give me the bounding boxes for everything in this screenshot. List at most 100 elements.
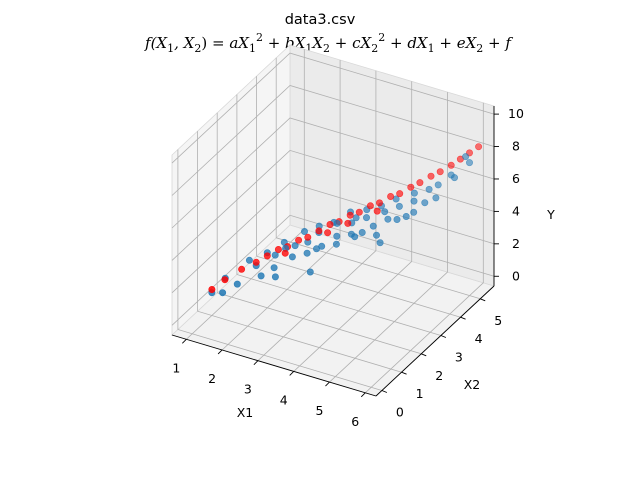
fitted-point bbox=[387, 193, 395, 201]
z-gridline bbox=[171, 149, 495, 261]
fitted-point bbox=[295, 236, 303, 244]
observed-point bbox=[450, 174, 458, 182]
x-gridline bbox=[365, 102, 484, 394]
chart-subtitle: f(X1, X2) = aX12 + bX1X2 + cX22 + dX1 + … bbox=[144, 31, 513, 55]
x-gridline bbox=[293, 81, 413, 372]
y-tick-mark bbox=[480, 298, 486, 302]
observed-point bbox=[362, 214, 370, 222]
y-tick-mark bbox=[440, 335, 447, 338]
data-points bbox=[208, 143, 483, 297]
y-tick-label: 5 bbox=[494, 313, 502, 328]
observed-point bbox=[291, 242, 299, 250]
x-axis-line bbox=[171, 334, 377, 397]
axis-edges bbox=[171, 106, 495, 397]
x-tick-label: 5 bbox=[315, 403, 323, 418]
fitted-point bbox=[304, 233, 312, 241]
y-axis-line bbox=[375, 285, 495, 397]
z-gridline bbox=[171, 85, 495, 196]
fitted-point bbox=[475, 143, 483, 151]
observed-point bbox=[332, 240, 340, 248]
y-tick-label: 2 bbox=[435, 368, 443, 383]
observed-point bbox=[352, 214, 360, 222]
y-tick-mark bbox=[421, 353, 427, 357]
y-tick-label: 4 bbox=[475, 331, 483, 346]
y-gridline bbox=[216, 112, 422, 355]
fitted-point bbox=[436, 168, 444, 176]
observed-point bbox=[303, 249, 311, 257]
observed-point bbox=[410, 208, 418, 216]
observed-point bbox=[271, 273, 279, 281]
observed-point bbox=[410, 189, 418, 197]
observed-point bbox=[402, 213, 410, 221]
observed-point bbox=[372, 231, 380, 239]
observed-point bbox=[434, 181, 442, 189]
fitted-point bbox=[373, 207, 381, 215]
x-tick-label: 1 bbox=[172, 360, 180, 375]
y-tick-mark bbox=[460, 316, 466, 320]
x-tick-mark bbox=[360, 392, 366, 398]
fitted-point bbox=[346, 211, 354, 219]
observed-point bbox=[257, 272, 265, 280]
x-gridline bbox=[221, 60, 341, 351]
x-gridline bbox=[329, 92, 448, 383]
x-tick-label: 6 bbox=[351, 414, 359, 429]
observed-point bbox=[270, 264, 278, 272]
z-tick-label: 2 bbox=[512, 236, 520, 251]
x-tick-label: 2 bbox=[208, 371, 216, 386]
z-gridline bbox=[171, 117, 495, 229]
fitted-point bbox=[315, 227, 323, 235]
axis-panes bbox=[171, 44, 495, 397]
z-tick-label: 0 bbox=[512, 268, 520, 283]
z-tick-label: 10 bbox=[508, 106, 524, 121]
z-axis-label: Y bbox=[546, 207, 555, 222]
observed-point bbox=[432, 194, 440, 202]
observed-point bbox=[300, 228, 308, 236]
x-gridline bbox=[257, 70, 377, 361]
fitted-point bbox=[344, 219, 352, 227]
y-gridline bbox=[256, 76, 461, 318]
y-tick-label: 0 bbox=[396, 405, 404, 420]
z-gridline bbox=[171, 52, 495, 164]
y-gridline bbox=[177, 149, 383, 391]
y-tick-label: 1 bbox=[416, 386, 424, 401]
x-axis-label: X1 bbox=[237, 405, 254, 420]
fitted-point bbox=[447, 161, 455, 169]
observed-point bbox=[376, 239, 384, 247]
axis-gridlines bbox=[171, 49, 495, 394]
z-tick-label: 6 bbox=[512, 171, 520, 186]
fitted-point bbox=[366, 202, 374, 210]
observed-point bbox=[333, 232, 341, 240]
observed-point bbox=[421, 199, 429, 207]
observed-point bbox=[462, 153, 470, 161]
fitted-point bbox=[208, 285, 216, 293]
observed-point bbox=[318, 242, 326, 250]
fitted-point bbox=[238, 265, 246, 273]
observed-point bbox=[333, 219, 341, 227]
y-tick-label: 3 bbox=[455, 350, 463, 365]
x-tick-label: 3 bbox=[244, 382, 252, 397]
fitted-point bbox=[221, 276, 229, 284]
fitted-point bbox=[407, 183, 415, 191]
observed-point bbox=[395, 202, 403, 210]
z-tick-label: 8 bbox=[512, 139, 520, 154]
y-gridline bbox=[236, 94, 442, 336]
fitted-point bbox=[326, 221, 334, 229]
observed-point bbox=[384, 215, 392, 223]
z-gridline bbox=[171, 182, 495, 294]
fitted-point bbox=[252, 258, 260, 266]
observed-point bbox=[465, 159, 473, 167]
observed-point bbox=[288, 253, 296, 261]
fitted-point bbox=[274, 246, 282, 254]
formula-lhs: f(X bbox=[144, 34, 168, 52]
observed-point bbox=[233, 280, 241, 288]
y-tick-mark bbox=[401, 371, 407, 375]
y-tick-mark bbox=[381, 390, 388, 393]
x-tick-mark bbox=[289, 371, 295, 376]
fitted-point bbox=[375, 199, 383, 207]
observed-point bbox=[381, 208, 389, 216]
x-tick-mark bbox=[181, 338, 187, 344]
x-tick-mark bbox=[217, 349, 223, 355]
x-tick-label: 4 bbox=[280, 392, 288, 407]
fitted-point bbox=[263, 252, 271, 260]
